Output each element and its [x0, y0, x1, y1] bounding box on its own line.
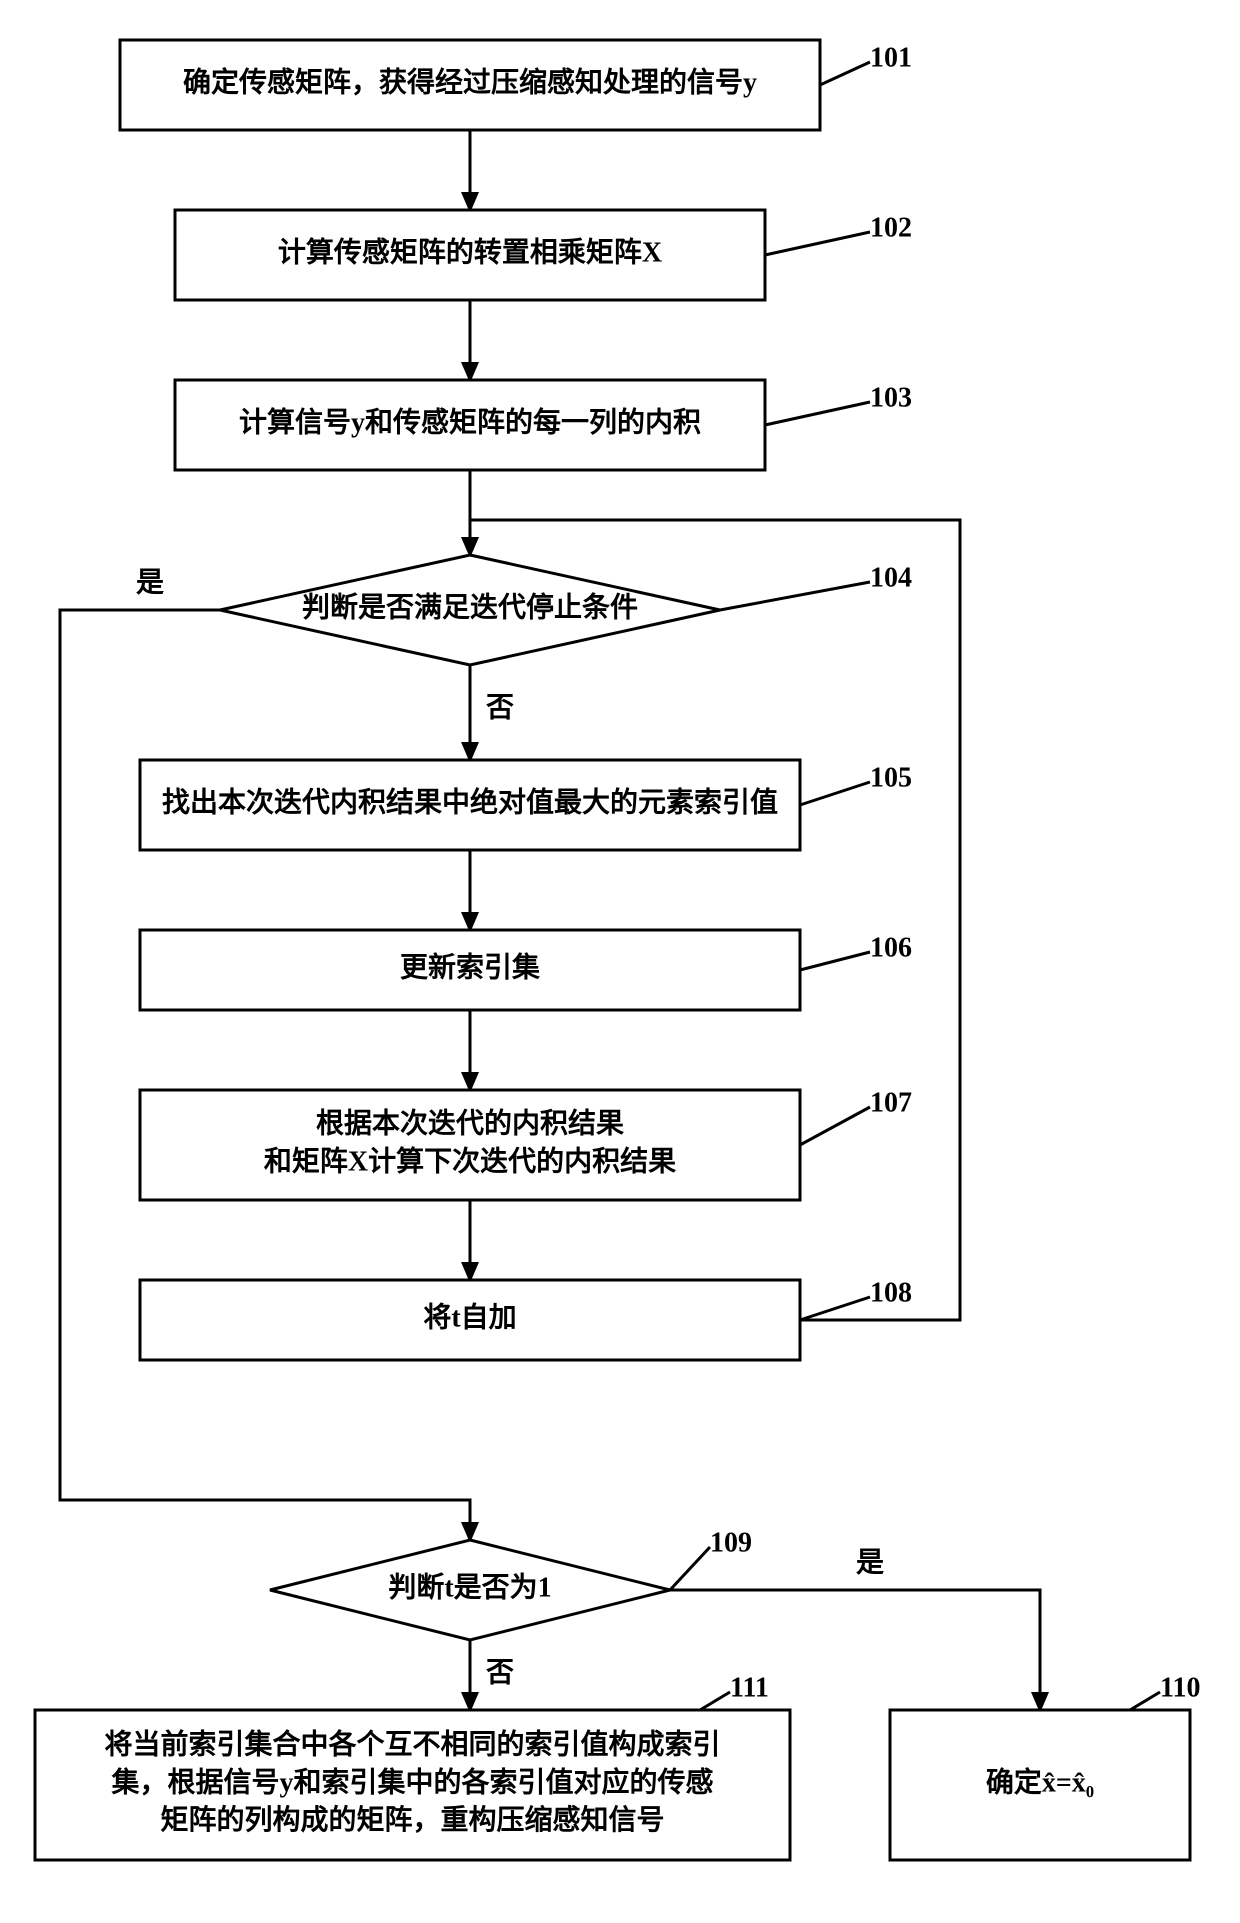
node-text-n111-l0: 将当前索引集合中各个互不相同的索引值构成索引 [104, 1728, 720, 1761]
edge-label: 是 [136, 567, 164, 598]
label-leader [800, 1297, 870, 1320]
step-label-106: 106 [870, 932, 912, 963]
node-text-n110-l0: 确定x̂=x̂₀ [986, 1765, 1094, 1798]
label-leader [800, 1107, 870, 1145]
step-label-105: 105 [870, 762, 912, 793]
label-leader [765, 402, 870, 425]
label-leader [800, 952, 870, 970]
label-leader [820, 62, 870, 85]
node-text-n104-l0: 判断是否满足迭代停止条件 [302, 590, 638, 623]
node-text-n106-l0: 更新索引集 [400, 951, 540, 983]
step-label-101: 101 [870, 42, 912, 73]
node-text-n111-l1: 集，根据信号y和索引集中的各索引值对应的传感 [110, 1765, 713, 1798]
step-label-111: 111 [730, 1672, 769, 1703]
edge-label: 否 [486, 692, 514, 723]
label-leader [720, 582, 870, 610]
label-leader [800, 782, 870, 805]
step-label-110: 110 [1160, 1672, 1200, 1703]
edge-label: 否 [486, 1657, 514, 1688]
node-n107 [140, 1090, 800, 1200]
node-text-n101-l0: 确定传感矩阵，获得经过压缩感知处理的信号y [183, 65, 757, 98]
step-label-102: 102 [870, 212, 912, 243]
step-label-103: 103 [870, 382, 912, 413]
label-leader [700, 1692, 730, 1710]
step-label-104: 104 [870, 562, 912, 593]
label-leader [765, 232, 870, 255]
flow-edge [670, 1590, 1040, 1710]
node-text-n107-l1: 和矩阵X计算下次迭代的内积结果 [264, 1144, 676, 1177]
node-text-n111-l2: 矩阵的列构成的矩阵，重构压缩感知信号 [160, 1803, 664, 1836]
node-text-n107-l0: 根据本次迭代的内积结果 [316, 1107, 624, 1140]
step-label-108: 108 [870, 1277, 912, 1308]
node-text-n103-l0: 计算信号y和传感矩阵的每一列的内积 [239, 405, 701, 438]
label-leader [670, 1547, 710, 1590]
edge-label: 是 [856, 1547, 884, 1578]
label-leader [1130, 1692, 1160, 1710]
node-text-n109-l0: 判断t是否为1 [388, 1570, 551, 1603]
step-label-109: 109 [710, 1527, 752, 1558]
node-text-n102-l0: 计算传感矩阵的转置相乘矩阵X [278, 235, 662, 268]
flow-edge [60, 610, 470, 1540]
node-text-n105-l0: 找出本次迭代内积结果中绝对值最大的元素索引值 [162, 785, 778, 818]
step-label-107: 107 [870, 1087, 912, 1118]
node-text-n108-l0: 将t自加 [423, 1301, 516, 1333]
